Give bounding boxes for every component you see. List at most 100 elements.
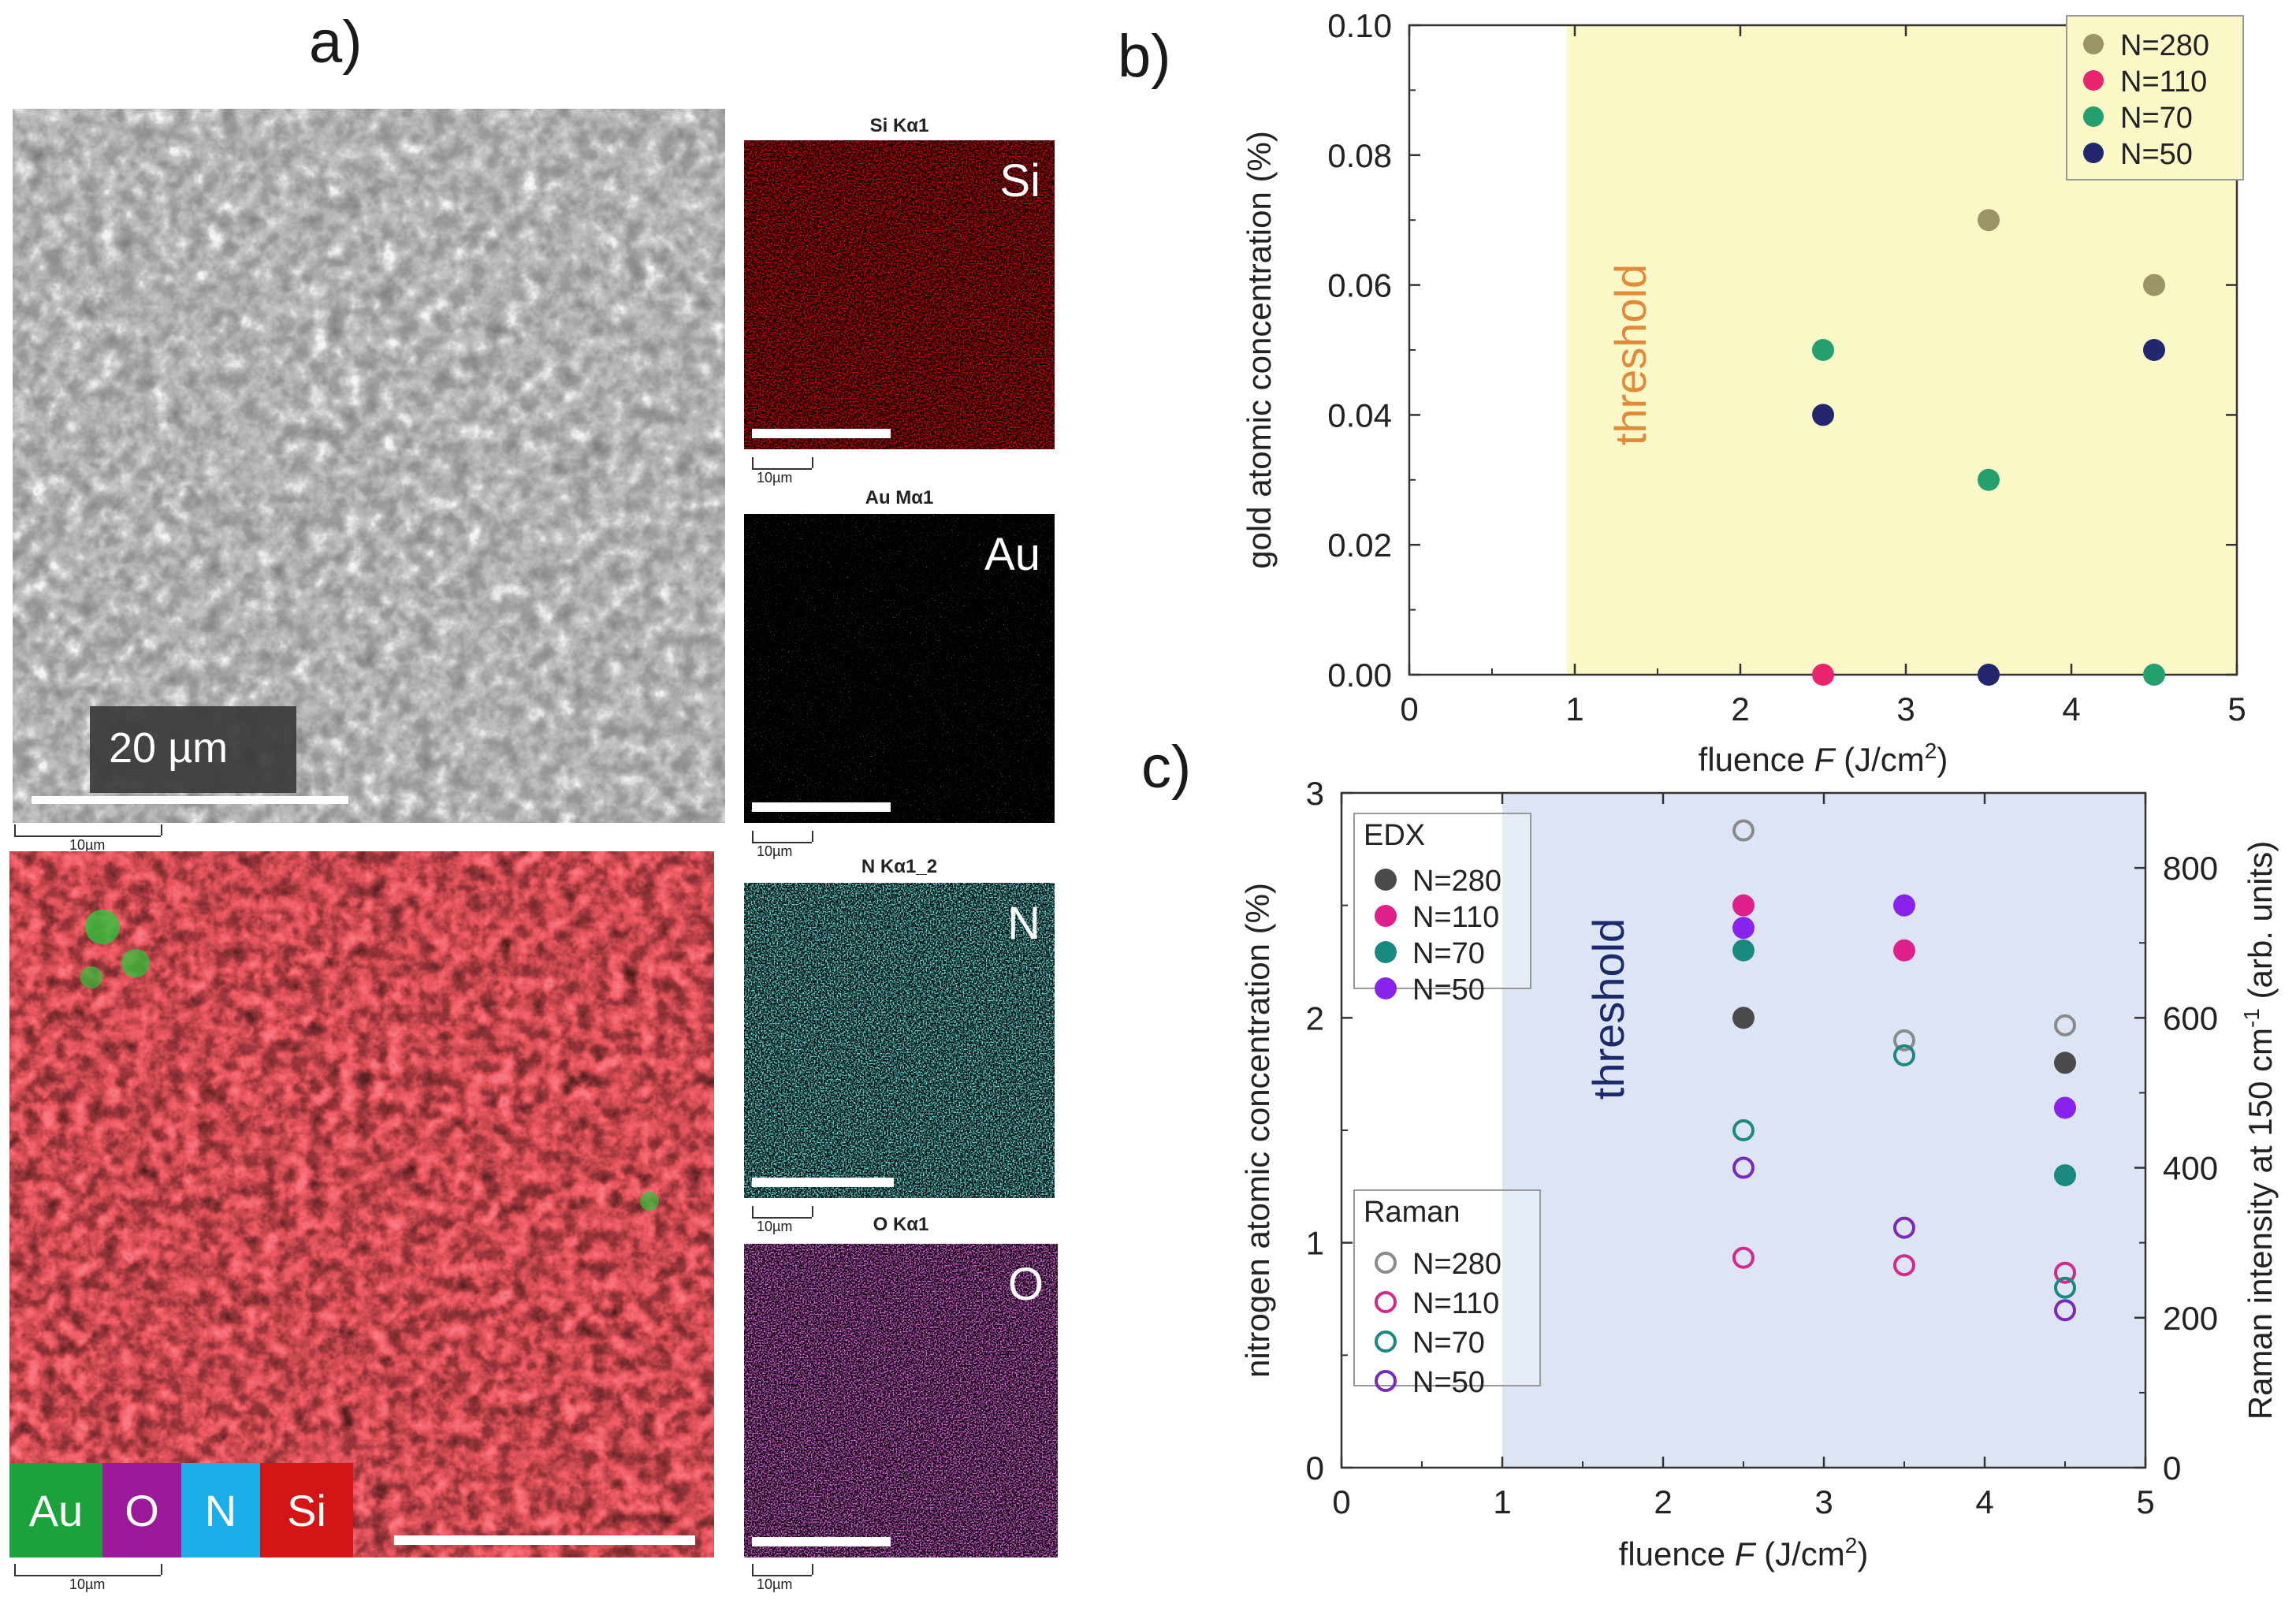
legend-n: N: [181, 1463, 260, 1557]
raman-legend-title: Raman: [1364, 1196, 1461, 1229]
legend-au-label: Au: [28, 1485, 84, 1535]
raman-data-point: [1893, 1044, 1915, 1066]
data-point: [1812, 339, 1834, 361]
legend-marker: [2083, 106, 2104, 127]
y-tick-label: 2: [1306, 999, 1324, 1036]
raman-data-point: [1893, 1216, 1915, 1239]
raman-data-point: [1732, 1246, 1755, 1269]
panel-b-label: b): [1118, 23, 1171, 90]
raman-legend-marker: [1375, 1291, 1397, 1313]
edx-legend-label: N=50: [1412, 973, 1485, 1007]
raman-legend-label: N=110: [1412, 1287, 1499, 1320]
data-point: [2143, 274, 2165, 296]
raman-legend-label: N=70: [1412, 1327, 1485, 1360]
x-tick-label: 4: [1975, 1483, 1993, 1520]
edx-map-scale-bar: [752, 1178, 894, 1187]
edx-map-small-scale-label: 10µm: [757, 843, 793, 859]
overlay-small-scale-label: 10µm: [69, 1576, 106, 1592]
x-tick-label: 5: [2136, 1483, 2154, 1520]
x-tick-label: 5: [2227, 690, 2246, 728]
threshold-region: [1502, 793, 2145, 1468]
data-point: [2143, 339, 2165, 361]
raman-legend-box: [1353, 1189, 1541, 1386]
overlay-map: Au O N Si: [9, 851, 714, 1557]
threshold-label: threshold: [1606, 264, 1655, 445]
raman-legend-label: N=280: [1412, 1248, 1502, 1281]
legend-marker: [2083, 34, 2104, 54]
edx-map-texture: [744, 514, 1055, 823]
edx-map-n: N: [744, 883, 1055, 1198]
edx-map-si: Si: [744, 140, 1055, 449]
edx-map-texture: [744, 883, 1055, 1198]
edx-legend-label: N=110: [1412, 901, 1499, 934]
chart-b: 0 1 2 3 4 5 0.00 0.02 0.04 0.06 0.08 0.10 fluence F …: [1241, 8, 2246, 778]
edx-data-point: [2054, 1164, 2076, 1187]
y-tick-label: 0.10: [1327, 8, 1392, 44]
legend-o: O: [102, 1463, 181, 1557]
y-tick-label: 3: [1306, 780, 1324, 812]
edx-map-au: Au: [744, 514, 1055, 823]
legend-au: Au: [9, 1463, 102, 1557]
raman-data-point: [2054, 1276, 2076, 1299]
sem-scale-label: 20 µm: [109, 724, 229, 772]
y2-tick-label: 400: [2163, 1150, 2218, 1187]
overlay-legend: Au O N Si: [9, 1463, 353, 1557]
data-point: [1812, 664, 1834, 686]
x-tick-label: 2: [1731, 690, 1749, 728]
raman-data-point: [1893, 1029, 1915, 1051]
data-point: [1812, 404, 1834, 426]
raman-legend-marker: [1375, 1370, 1397, 1392]
edx-data-point: [1732, 917, 1755, 940]
threshold-label: threshold: [1583, 918, 1633, 1100]
sem-scale-label-box: [90, 706, 296, 793]
edx-data-point: [1732, 894, 1755, 917]
x-tick-label: 4: [2062, 690, 2080, 728]
y-tick-label: 0.06: [1327, 267, 1392, 304]
data-point: [2143, 664, 2165, 686]
raman-data-point: [2054, 1014, 2076, 1036]
data-point: [1978, 468, 2000, 491]
legend-label: N=110: [2120, 65, 2207, 99]
edx-legend-title: EDX: [1364, 819, 1425, 852]
legend-label: N=280: [2120, 29, 2209, 62]
x-tick-label: 2: [1654, 1483, 1672, 1520]
x-tick-label: 3: [1814, 1483, 1833, 1520]
legend-si: Si: [260, 1463, 353, 1557]
legend-marker: [2083, 70, 2104, 91]
edx-data-point: [1732, 1007, 1755, 1029]
edx-data-point: [1893, 894, 1915, 917]
edx-map-element-label: O: [1007, 1259, 1044, 1310]
edx-map-texture: [744, 1244, 1058, 1557]
edx-map-scale-bar: [752, 429, 891, 438]
x-tick-label: 0: [1332, 1483, 1350, 1520]
y-tick-label: 1: [1306, 1225, 1324, 1262]
edx-map-o: O: [744, 1244, 1058, 1557]
edx-map-title: N Kα1_2: [861, 856, 938, 877]
overlay-texture: [9, 851, 714, 1557]
raman-data-point: [1893, 1254, 1915, 1277]
edx-data-point: [2054, 1051, 2076, 1074]
x-axis-label: fluence F (J/cm2): [1619, 1533, 1869, 1572]
edx-data-point: [1732, 939, 1755, 962]
edx-legend-marker: [1375, 905, 1397, 927]
raman-legend-marker: [1375, 1330, 1397, 1353]
raman-legend-label: N=50: [1412, 1366, 1485, 1399]
overlay-scale-bar: [394, 1535, 695, 1545]
y2-tick-label: 0: [2163, 1450, 2181, 1487]
panel-a-label: a): [309, 9, 363, 76]
edx-map-title: Si Kα1: [869, 115, 929, 136]
edx-map-small-scale-label: 10µm: [757, 470, 793, 486]
edx-legend-marker: [1375, 977, 1397, 999]
legend-label: N=50: [2120, 138, 2193, 171]
legend-label: N=70: [2120, 102, 2193, 135]
x-tick-label: 3: [1896, 690, 1915, 728]
legend-o-label: O: [125, 1485, 159, 1535]
edx-map-element-label: N: [1007, 898, 1040, 949]
x-axis-label: fluence F (J/cm2): [1699, 739, 1948, 778]
edx-map-element-label: Si: [999, 155, 1040, 207]
edx-legend-label: N=280: [1412, 865, 1502, 898]
sem-small-scale-label: 10µm: [69, 837, 106, 853]
y-tick-label: 0.04: [1327, 396, 1392, 434]
edx-legend-label: N=70: [1412, 937, 1485, 970]
edx-map-title: Au Mα1: [865, 487, 934, 508]
